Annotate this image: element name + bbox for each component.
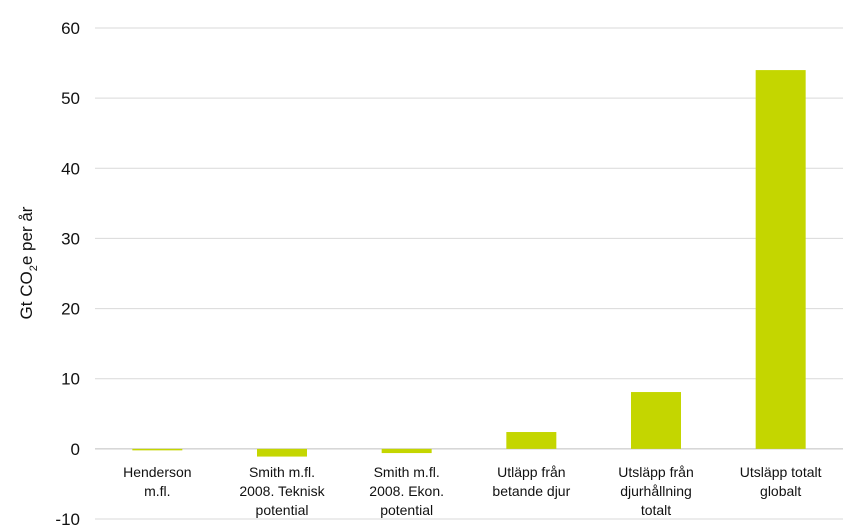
gridlines: [95, 27, 843, 520]
bar: [631, 392, 681, 449]
y-axis-label: Gt CO2e per år: [17, 206, 40, 319]
category-labels: Henderson m.fl. Smith m.fl. 2008. Teknisk po…: [123, 464, 822, 518]
y-axis-label-post: e per år: [17, 206, 36, 265]
y-tick-label: 10: [61, 370, 80, 389]
category-label-line: djurhållning: [620, 483, 692, 499]
bar: [755, 70, 806, 449]
category-label-line: potential: [256, 502, 309, 518]
category-label: Utsläpp från djurhållning totalt: [618, 464, 693, 518]
category-label-line: 2008. Teknisk: [239, 483, 325, 499]
y-tick-label: 0: [71, 440, 80, 459]
category-label-line: m.fl.: [144, 483, 170, 499]
category-label-line: Henderson: [123, 464, 192, 480]
bar: [257, 448, 307, 457]
category-label-line: Utsläpp från: [618, 464, 693, 480]
category-label-line: Smith m.fl.: [374, 464, 440, 480]
category-label-line: globalt: [760, 483, 801, 499]
y-tick-label: 60: [61, 19, 80, 38]
y-axis-tick-labels: -10 0 10 20 30 40 50 60: [55, 19, 80, 529]
category-label: Utläpp från betande djur: [492, 464, 570, 499]
y-tick-label: 50: [61, 89, 80, 108]
bar: [506, 432, 557, 449]
bars: [132, 70, 806, 457]
bar: [132, 448, 183, 451]
category-label-line: betande djur: [492, 483, 570, 499]
category-label-line: totalt: [641, 502, 671, 518]
y-axis-label-sub: 2: [28, 265, 40, 271]
category-label: Henderson m.fl.: [123, 464, 192, 499]
category-label-line: potential: [380, 502, 433, 518]
y-tick-label: 40: [61, 159, 80, 178]
category-label-line: 2008. Ekon.: [369, 483, 444, 499]
category-label-line: Utsläpp totalt: [740, 464, 822, 480]
y-tick-label: 30: [61, 229, 80, 248]
y-axis-label-pre: Gt CO: [17, 271, 36, 319]
y-tick-label: -10: [55, 510, 80, 529]
category-label: Smith m.fl. 2008. Teknisk potential: [239, 464, 325, 518]
category-label-line: Smith m.fl.: [249, 464, 315, 480]
category-label: Utsläpp totalt globalt: [740, 464, 822, 499]
y-tick-label: 20: [61, 300, 80, 319]
category-label-line: Utläpp från: [497, 464, 565, 480]
category-label: Smith m.fl. 2008. Ekon. potential: [369, 464, 444, 518]
bar: [381, 448, 432, 454]
